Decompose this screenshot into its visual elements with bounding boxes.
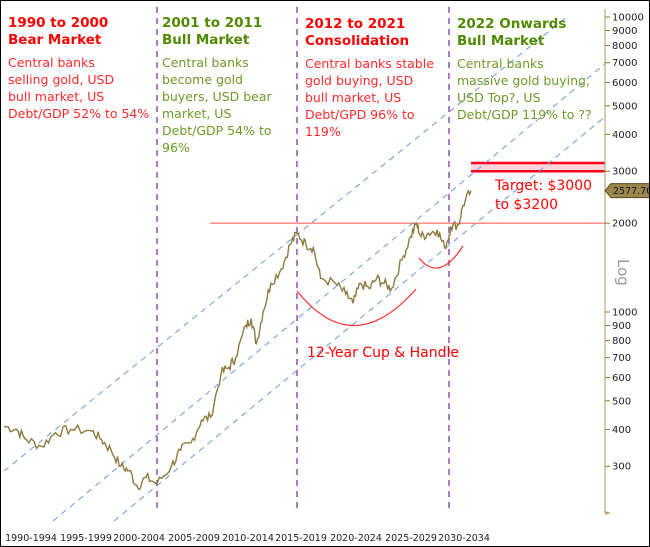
y-tick-label: 800 — [612, 336, 631, 347]
y-tick-label: 3000 — [612, 167, 637, 178]
period-text: 96% — [162, 140, 190, 155]
period-box-2001-2011: 2001 to 2011 Bull Market Central banks be… — [162, 15, 272, 156]
x-tick-label: 1995-1999 — [60, 533, 112, 544]
x-tick-label: 2020-2024 — [330, 533, 382, 544]
period-text: become gold — [162, 72, 243, 87]
y-axis-arrow — [605, 511, 611, 515]
period-text: Debt/GPD 96% to — [305, 107, 415, 122]
period-title: 1990 to 2000 — [8, 15, 109, 31]
last-price-label: 2577.70 — [613, 186, 649, 197]
period-text: massive gold buying, — [457, 73, 590, 88]
cup-handle-annotation: 12-Year Cup & Handle — [307, 345, 460, 361]
handle-arc — [418, 245, 464, 269]
period-text: Debt/GDP 52% to 54% — [8, 106, 150, 121]
y-tick-label: 2000 — [612, 219, 637, 230]
period-subtitle: Bull Market — [162, 32, 250, 48]
last-price-tag — [604, 183, 649, 199]
period-subtitle: Consolidation — [305, 33, 410, 49]
target-text: to $3200 — [495, 197, 559, 213]
y-tick-label: 8000 — [612, 41, 637, 52]
x-tick-label: 2010-2014 — [222, 533, 274, 544]
x-tick-label: 2025-2029 — [385, 533, 437, 544]
period-text: bull market, US — [8, 89, 105, 104]
period-text: market, US — [162, 106, 232, 121]
channel-line — [52, 62, 607, 522]
x-tick-label: 2030-2034 — [438, 533, 490, 544]
x-tick-label: 2005-2009 — [168, 533, 220, 544]
y-tick-label: 300 — [612, 462, 631, 473]
target-annotation: Target: $3000 to $3200 — [495, 177, 592, 215]
period-box-2012-2021: 2012 to 2021 Consolidation Central banks… — [305, 16, 434, 140]
period-text: 119% — [305, 124, 341, 139]
period-text: Debt/GDP 54% to — [162, 123, 272, 138]
period-text: Central banks — [162, 55, 249, 70]
period-title: 2001 to 2011 — [162, 15, 263, 31]
period-text: Debt/GDP 119% to ?? — [457, 107, 592, 122]
period-text: bull market, US — [305, 90, 402, 105]
period-text: gold buying, USD — [305, 73, 414, 88]
y-tick-label: 5000 — [612, 101, 637, 112]
y-tick-label: 700 — [612, 353, 631, 364]
period-text: buyers, USD bear — [162, 89, 272, 104]
y-tick-label: 4000 — [612, 130, 637, 141]
period-text: Central banks stable — [305, 56, 434, 71]
period-text: selling gold, USD — [8, 72, 115, 87]
period-text: USD Top?, US — [457, 90, 541, 105]
period-box-1990-2000: 1990 to 2000 Bear Market Central banks se… — [8, 15, 149, 122]
x-tick-label: 2015-2019 — [275, 533, 327, 544]
y-tick-label: 6000 — [612, 78, 637, 89]
y-tick-label: 400 — [612, 425, 631, 436]
y-tick-label: 10000 — [612, 13, 644, 24]
y-tick-label: 900 — [612, 321, 631, 332]
period-title: 2012 to 2021 — [305, 16, 406, 32]
y-tick-label: 600 — [612, 373, 631, 384]
cup-arc — [296, 288, 417, 326]
price-line — [3, 189, 472, 491]
target-text: Target: $3000 — [495, 178, 593, 194]
period-title: 2022 Onwards — [457, 16, 567, 32]
period-subtitle: Bull Market — [457, 33, 545, 49]
x-tick-label: 1990-1994 — [5, 533, 57, 544]
y-tick-label: 7000 — [612, 58, 637, 69]
x-tick-label: 2000-2004 — [113, 533, 165, 544]
target-band — [471, 162, 605, 172]
y-axis-label: Log — [614, 259, 632, 286]
y-tick-label: 9000 — [612, 26, 637, 37]
period-subtitle: Bear Market — [8, 32, 102, 48]
y-tick-label: 1000 — [612, 308, 637, 319]
y-tick-label: 500 — [612, 396, 631, 407]
period-text: Central banks — [457, 56, 544, 71]
channel-line — [113, 115, 607, 522]
period-text: Central banks — [8, 55, 95, 70]
period-box-2022-onwards: 2022 Onwards Bull Market Central banks ma… — [457, 16, 592, 123]
